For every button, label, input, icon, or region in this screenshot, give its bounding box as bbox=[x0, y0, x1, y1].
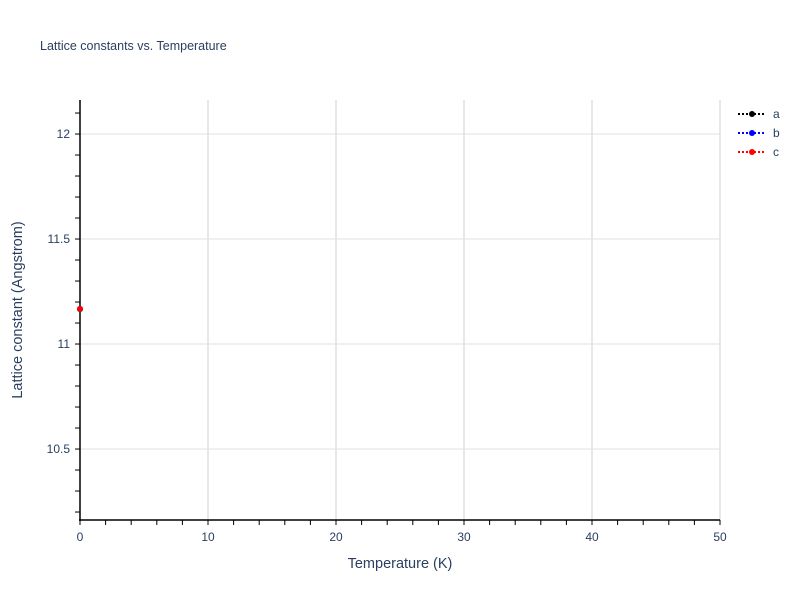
legend-item-c[interactable]: c bbox=[738, 145, 779, 159]
series-marks bbox=[77, 305, 83, 312]
y-tick-label: 12 bbox=[57, 127, 71, 141]
x-tick-label: 40 bbox=[585, 530, 599, 544]
y-axis-label: Lattice constant (Angstrom) bbox=[10, 221, 26, 398]
x-tick-label: 0 bbox=[77, 530, 84, 544]
y-tick-label: 11.5 bbox=[48, 232, 71, 246]
legend-item-b[interactable]: b bbox=[738, 126, 780, 140]
x-tick-label: 30 bbox=[457, 530, 471, 544]
y-tick-label: 11 bbox=[58, 337, 71, 351]
x-axis-label: Temperature (K) bbox=[348, 556, 453, 572]
x-tick-label: 50 bbox=[713, 530, 727, 544]
legend-label-b: b bbox=[773, 126, 780, 140]
legend[interactable]: abc bbox=[738, 107, 780, 159]
chart-title: Lattice constants vs. Temperature bbox=[40, 39, 227, 53]
axes: 0 10 20 30 40 50 10.5 11 11.5 12 bbox=[47, 100, 727, 544]
legend-item-a[interactable]: a bbox=[738, 107, 780, 121]
x-tick-label: 10 bbox=[201, 530, 215, 544]
legend-marker-a bbox=[749, 111, 755, 117]
data-point-c bbox=[77, 305, 83, 312]
grid bbox=[80, 100, 721, 520]
legend-label-a: a bbox=[773, 107, 780, 121]
legend-label-c: c bbox=[773, 145, 779, 159]
y-tick-label: 10.5 bbox=[47, 442, 71, 456]
legend-marker-b bbox=[749, 130, 755, 136]
legend-marker-c bbox=[749, 149, 755, 155]
x-tick-label: 20 bbox=[329, 530, 343, 544]
